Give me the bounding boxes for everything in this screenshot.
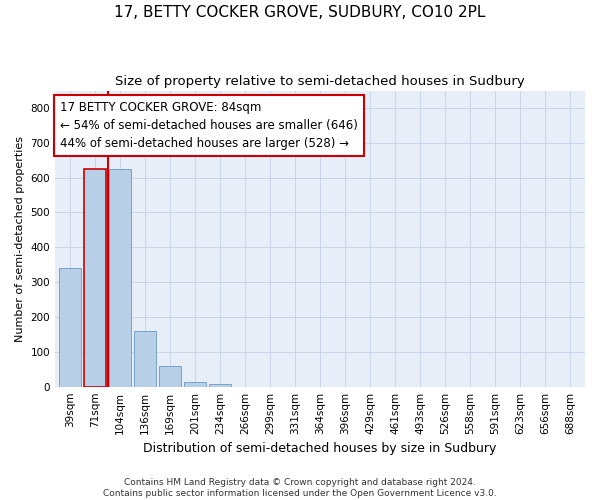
Bar — [160, 366, 181, 386]
X-axis label: Distribution of semi-detached houses by size in Sudbury: Distribution of semi-detached houses by … — [143, 442, 497, 455]
Text: 17 BETTY COCKER GROVE: 84sqm
← 54% of semi-detached houses are smaller (646)
44%: 17 BETTY COCKER GROVE: 84sqm ← 54% of se… — [61, 101, 358, 150]
Bar — [134, 331, 155, 386]
Bar — [184, 382, 206, 386]
Bar — [59, 268, 80, 386]
Text: Contains HM Land Registry data © Crown copyright and database right 2024.
Contai: Contains HM Land Registry data © Crown c… — [103, 478, 497, 498]
Bar — [85, 169, 106, 386]
Bar — [209, 384, 230, 386]
Title: Size of property relative to semi-detached houses in Sudbury: Size of property relative to semi-detach… — [115, 75, 525, 88]
Bar — [109, 169, 131, 386]
Y-axis label: Number of semi-detached properties: Number of semi-detached properties — [15, 136, 25, 342]
Text: 17, BETTY COCKER GROVE, SUDBURY, CO10 2PL: 17, BETTY COCKER GROVE, SUDBURY, CO10 2P… — [115, 5, 485, 20]
